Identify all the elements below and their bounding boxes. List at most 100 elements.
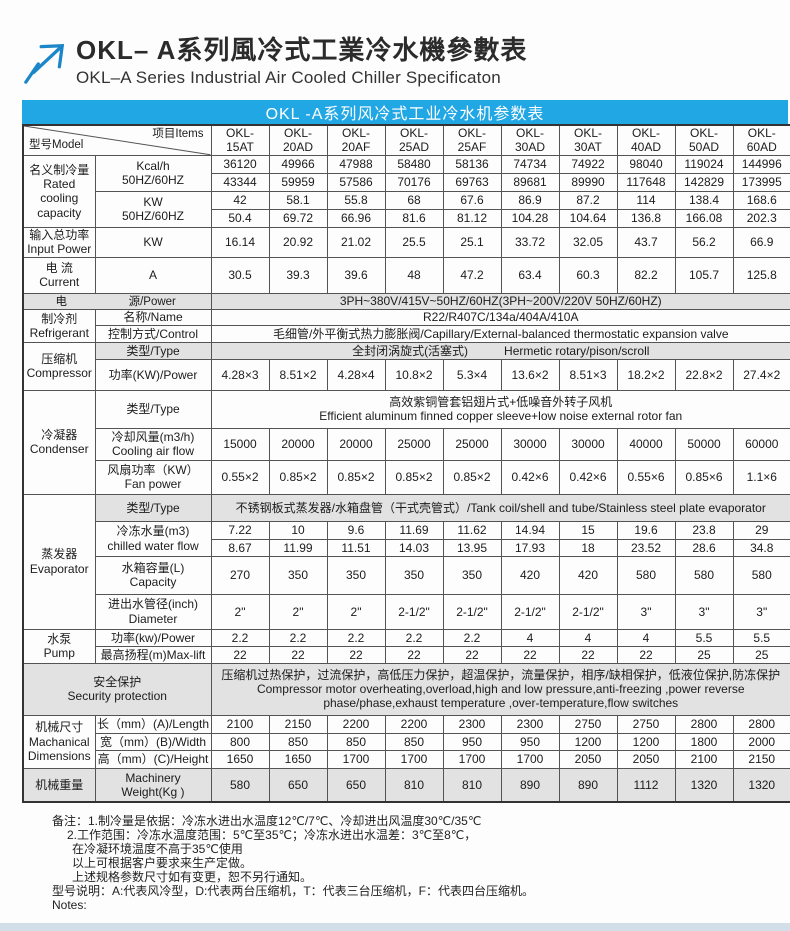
table-banner: OKL -A系列风冷式工业冷水机参数表 [22, 100, 788, 124]
value-cell: 19.6 [616, 520, 676, 540]
value-cell: 47.2 [442, 256, 502, 294]
value-cell: 42 [210, 190, 270, 210]
value-cell: 36120 [210, 154, 270, 174]
value-cell: 2.2 [210, 628, 270, 647]
value-cell: 1700 [442, 749, 502, 769]
note-line: 备注：1.制冷量是依据：冷冻水进出水温度12℃/7℃、冷却进出风温度30℃/35… [52, 814, 482, 829]
value-cell: 0.85×2 [442, 459, 502, 495]
value-cell: 0.55×6 [616, 459, 676, 495]
value-cell: 3" [616, 593, 676, 630]
value-cell: 4 [616, 628, 676, 647]
item-cooling-air-flow: 冷却风量(m3/h) Cooling air flow [94, 427, 212, 461]
value-cell: 4 [500, 628, 560, 647]
value-cell: 8.51×3 [558, 358, 618, 391]
arrow-logo-icon [24, 43, 65, 84]
value-cell: 60000 [732, 427, 790, 461]
value-cell: 40000 [616, 427, 676, 461]
value-cell: 25000 [384, 427, 444, 461]
value-cell: 59959 [268, 172, 328, 192]
notes-block: 备注：1.制冷量是依据：冷冻水进出水温度12℃/7℃、冷却进出风温度30℃/35… [52, 814, 788, 912]
value-cell: 2150 [732, 749, 790, 769]
value-cell: 119024 [674, 154, 734, 174]
value-cell: 3" [732, 593, 790, 630]
value-cell: 58480 [384, 154, 444, 174]
value-cell: 11.62 [442, 520, 502, 540]
value-cell: 810 [384, 767, 444, 803]
row-head-current: 电 流 Current [22, 256, 96, 294]
item-type: 类型/Type [94, 341, 212, 360]
value-cell: 1700 [384, 749, 444, 769]
note-line: 在冷凝环境温度不高于35℃使用 [72, 842, 243, 857]
row-head-machinery-weight: 机械重量 [22, 767, 96, 803]
value-cell: 2800 [732, 714, 790, 734]
value-cell: 2.2 [268, 628, 328, 647]
value-cell: 81.12 [442, 208, 502, 228]
value-cell: 580 [616, 555, 676, 595]
value-cell: 202.3 [732, 208, 790, 228]
corner-model-label: 型号Model [29, 138, 84, 151]
power-supply-value: 3PH~380V/415V~50HZ/60HZ(3PH~200V/220V 50… [210, 292, 790, 311]
value-cell: 50000 [674, 427, 734, 461]
value-cell: 2-1/2" [384, 593, 444, 630]
page-subtitle: OKL–A Series Industrial Air Cooled Chill… [76, 67, 501, 87]
value-cell: 22.8×2 [674, 358, 734, 391]
value-cell: 14.03 [384, 538, 444, 557]
value-cell: 30000 [558, 427, 618, 461]
value-cell: 21.02 [326, 226, 386, 258]
value-cell: 68 [384, 190, 444, 210]
item-kw: KW 50HZ/60HZ [94, 190, 212, 228]
value-cell: 9.6 [326, 520, 386, 540]
value-cell: 22 [326, 645, 386, 664]
compressor-type-value: 全封闭涡旋式(活塞式) Hermetic rotary/pison/scroll [210, 341, 790, 360]
value-cell: 810 [442, 767, 502, 803]
value-cell: 22 [558, 645, 618, 664]
item-name: 名称/Name [94, 309, 212, 326]
note-line: 2.工作范围：冷冻水温度范围：5℃至35℃；冷冻水进出水温差：3℃至8℃， [67, 828, 477, 843]
row-head-refrigerant: 制冷剂 Refrigerant [22, 309, 96, 343]
item-pipe-diameter: 进出水管径(inch) Diameter [94, 593, 212, 630]
value-cell: 86.9 [500, 190, 560, 210]
value-cell: 5.3×4 [442, 358, 502, 391]
value-cell: 580 [674, 555, 734, 595]
value-cell: 650 [326, 767, 386, 803]
value-cell: 66.9 [732, 226, 790, 258]
model-header: OKL- 20AF [326, 124, 386, 156]
value-cell: 104.28 [500, 208, 560, 228]
value-cell: 30.5 [210, 256, 270, 294]
value-cell: 23.52 [616, 538, 676, 557]
value-cell: 2" [326, 593, 386, 630]
value-cell: 25000 [442, 427, 502, 461]
model-header: OKL- 25AD [384, 124, 444, 156]
value-cell: 10.8×2 [384, 358, 444, 391]
value-cell: 39.3 [268, 256, 328, 294]
value-cell: 4.28×3 [210, 358, 270, 391]
model-items-corner: 型号Model 项目Items [22, 124, 212, 156]
value-cell: 350 [326, 555, 386, 595]
row-head-condenser: 冷凝器 Condenser [22, 389, 96, 495]
value-cell: 25 [674, 645, 734, 664]
value-cell: 890 [558, 767, 618, 803]
value-cell: 114 [616, 190, 676, 210]
value-cell: 25.5 [384, 226, 444, 258]
value-cell: 89681 [500, 172, 560, 192]
value-cell: 32.05 [558, 226, 618, 258]
value-cell: 2750 [558, 714, 618, 734]
power-cn-label: 电 [55, 295, 68, 308]
model-header: OKL- 60AD [732, 124, 790, 156]
value-cell: 800 [210, 732, 270, 751]
value-cell: 55.8 [326, 190, 386, 210]
value-cell: 950 [442, 732, 502, 751]
row-head-input-power: 输入总功率 Input Power [22, 226, 96, 258]
value-cell: 20.92 [268, 226, 328, 258]
value-cell: 2.2 [326, 628, 386, 647]
value-cell: 2100 [674, 749, 734, 769]
value-cell: 69.72 [268, 208, 328, 228]
value-cell: 105.7 [674, 256, 734, 294]
value-cell: 850 [326, 732, 386, 751]
value-cell: 11.69 [384, 520, 444, 540]
value-cell: 13.95 [442, 538, 502, 557]
value-cell: 98040 [616, 154, 676, 174]
value-cell: 18 [558, 538, 618, 557]
value-cell: 125.8 [732, 256, 790, 294]
value-cell: 850 [268, 732, 328, 751]
